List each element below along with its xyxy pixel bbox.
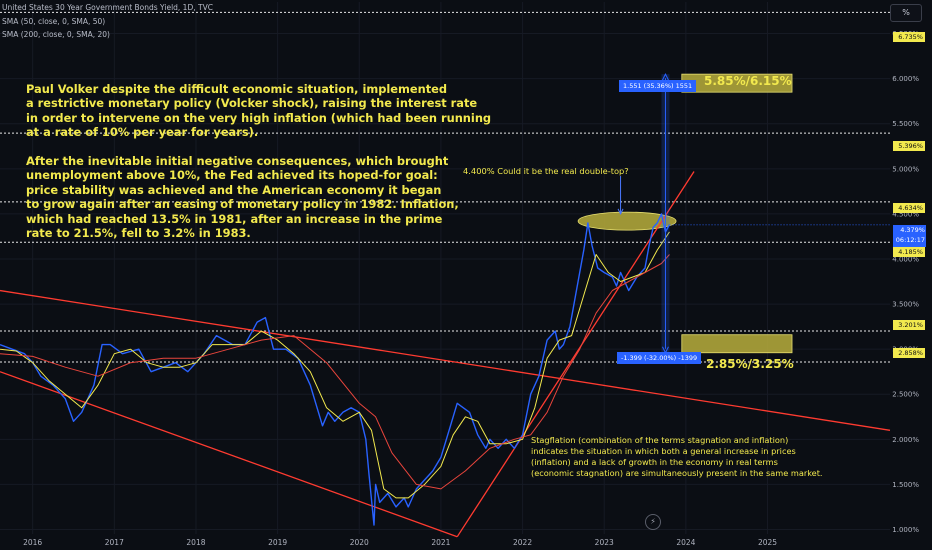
price-tag: 3.201%	[893, 320, 925, 330]
y-tick-label: 1.500%	[892, 481, 919, 489]
sma50-line	[0, 231, 670, 499]
stagflation-annotation: Stagflation (combination of the terms st…	[531, 435, 823, 478]
y-tick-label: 5.500%	[892, 120, 919, 128]
measure-arrows	[617, 73, 670, 354]
volcker-annotation: Paul Volker despite the difficult econom…	[26, 82, 492, 241]
lower-target-label: 2.85%/3.25%	[706, 357, 794, 371]
double-top-arrowhead	[617, 208, 624, 216]
chart-title: United States 30 Year Government Bonds Y…	[2, 3, 213, 12]
sma200-legend: SMA (200, close, 0, SMA, 20)	[2, 30, 110, 39]
measure-up-arrowhead	[662, 73, 669, 81]
double-top-ellipse	[577, 211, 677, 231]
x-tick-label: 2025	[758, 538, 777, 547]
x-tick-label: 2022	[513, 538, 532, 547]
lightning-icon[interactable]: ⚡	[645, 514, 661, 530]
y-tick-label: 4.500%	[892, 210, 919, 218]
x-tick-label: 2021	[431, 538, 450, 547]
price-tag: 4.185%	[893, 247, 925, 257]
x-axis: 2016 2017 2018 2019 2020 2021 2022 2023 2024 2025	[23, 538, 777, 547]
price-tag: 2.858%	[893, 348, 925, 358]
trendlines	[0, 171, 891, 538]
x-tick-label: 2016	[23, 538, 42, 547]
y-tick-label: 4.000%	[892, 255, 919, 263]
price-tag: 5.396%	[893, 141, 925, 151]
price-series	[0, 213, 671, 526]
x-tick-label: 2024	[676, 538, 695, 547]
sma200-line	[0, 254, 670, 490]
y-tick-label: 3.500%	[892, 301, 919, 309]
last-price-tag: 4.379% 06:12:17	[893, 225, 926, 247]
trendline	[456, 171, 695, 538]
percent-scale-button[interactable]: %	[890, 4, 922, 22]
measure-up-label: 1.551 (35.36%) 1551	[619, 80, 697, 92]
x-tick-label: 2020	[350, 538, 369, 547]
x-tick-label: 2019	[268, 538, 287, 547]
double-top-annotation: 4.400% Could it be the real double-top?	[463, 166, 629, 176]
y-tick-label: 2.000%	[892, 436, 919, 444]
price-level-lines	[0, 11, 890, 363]
chart-grid	[0, 2, 890, 534]
trendline	[0, 371, 458, 538]
target-zones	[577, 73, 793, 354]
last-price-value: 4.379%	[900, 226, 925, 234]
target-zone	[681, 334, 793, 354]
measure-down-label: -1.399 (-32.00%) -1399	[617, 352, 702, 364]
y-tick-label: 2.500%	[892, 391, 919, 399]
upper-target-label: 5.85%/6.15%	[704, 74, 792, 88]
y-tick-label: 6.000%	[892, 75, 919, 83]
price-tag: 4.634%	[893, 203, 925, 213]
x-tick-label: 2018	[186, 538, 205, 547]
y-tick-label: 5.000%	[892, 165, 919, 173]
price-tag: 6.735%	[893, 32, 925, 42]
y-tick-label: 1.000%	[892, 526, 919, 534]
sma50-legend: SMA (50, close, 0, SMA, 50)	[2, 17, 106, 26]
x-tick-label: 2023	[595, 538, 614, 547]
y-axis: 6.500%6.000%5.500%5.000%4.500%4.000%3.50…	[892, 30, 919, 534]
trendline	[0, 289, 891, 431]
bar-countdown: 06:12:17	[895, 236, 925, 244]
x-tick-label: 2017	[105, 538, 124, 547]
